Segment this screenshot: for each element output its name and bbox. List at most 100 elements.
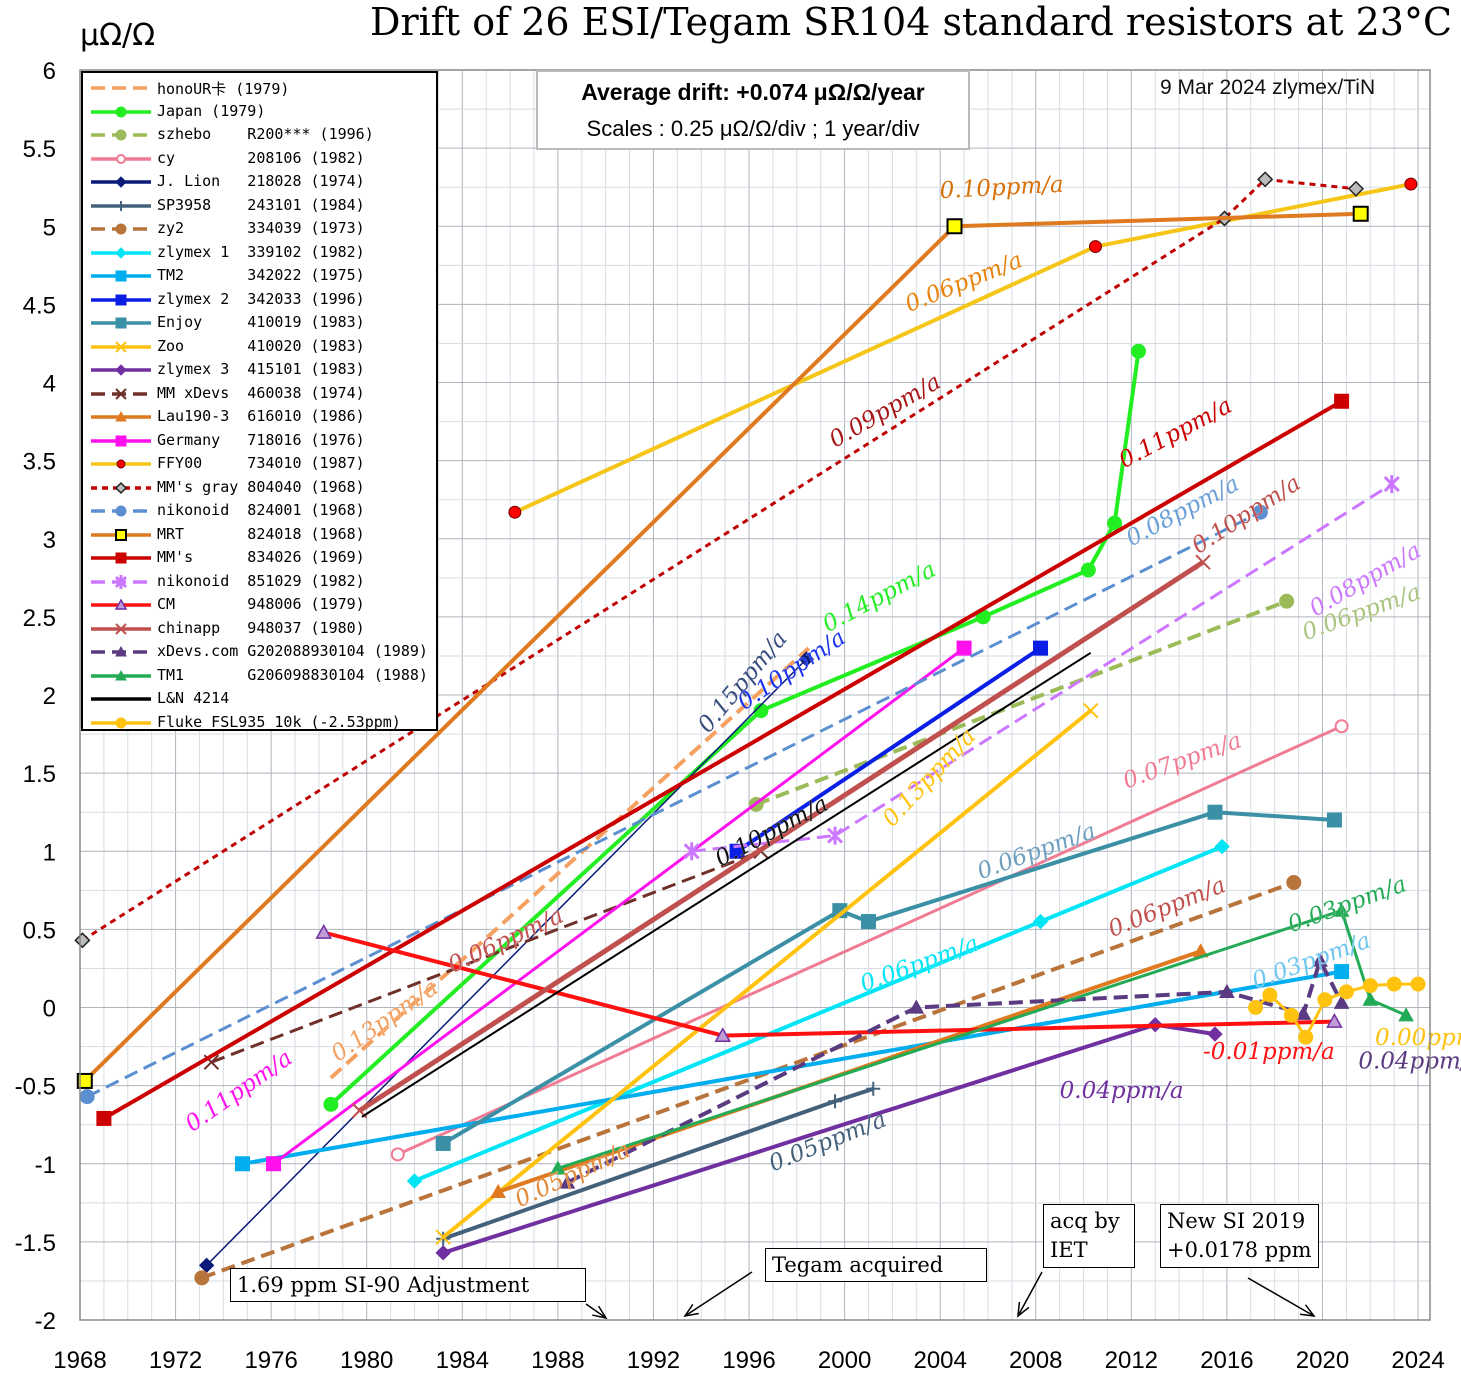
series-line bbox=[441, 709, 1092, 1239]
legend-swatch bbox=[91, 200, 151, 211]
x-tick-label: 2000 bbox=[818, 1347, 871, 1374]
data-point bbox=[406, 1173, 423, 1189]
data-point bbox=[1283, 1007, 1299, 1023]
legend-entry: Lau190-3 616010 (1986) bbox=[89, 406, 439, 428]
legend-swatch bbox=[91, 697, 151, 701]
y-tick-label: -0.5 bbox=[15, 1074, 56, 1101]
legend-entry: zlymex 3 415101 (1983) bbox=[89, 359, 439, 381]
series-honour- bbox=[329, 646, 811, 1080]
scales-box: Scales : 0.25 μΩ/Ω/div ; 1 year/div bbox=[536, 110, 970, 150]
x-tick-label: 2004 bbox=[913, 1347, 966, 1374]
series-cm bbox=[315, 923, 1343, 1042]
legend-swatch bbox=[91, 387, 151, 400]
legend-entry: MRT 824018 (1968) bbox=[89, 524, 439, 546]
legend-entry: xDevs.com G202088930104 (1989) bbox=[89, 641, 439, 663]
legend-label: MM xDevs 460038 (1974) bbox=[157, 383, 365, 402]
data-point bbox=[315, 923, 332, 939]
data-point bbox=[1334, 393, 1350, 409]
series-ffy00 bbox=[508, 177, 1418, 519]
y-tick-label: 1.5 bbox=[23, 761, 56, 788]
x-tick-label: 1988 bbox=[531, 1347, 584, 1374]
si90-note: 1.69 ppm SI-90 Adjustment bbox=[230, 1268, 586, 1302]
data-point bbox=[1333, 994, 1350, 1009]
series-fluke bbox=[1248, 976, 1426, 1045]
legend-swatch bbox=[91, 223, 151, 235]
y-tick-label: 6 bbox=[43, 58, 56, 85]
series-cy bbox=[390, 719, 1349, 1162]
legend-label: Germany 718016 (1976) bbox=[157, 430, 365, 449]
data-point bbox=[490, 1183, 506, 1198]
note-arrowhead bbox=[683, 1303, 699, 1318]
series-line bbox=[755, 599, 1288, 807]
series-line bbox=[557, 909, 1407, 1170]
legend-marker bbox=[116, 200, 126, 211]
legend-marker bbox=[115, 317, 127, 329]
x-tick-label: 1980 bbox=[340, 1347, 393, 1374]
legend-label: honoUR卡 (1979) bbox=[157, 80, 290, 98]
legend-swatch bbox=[91, 176, 151, 188]
series-enjoy bbox=[435, 804, 1342, 1151]
series-line bbox=[358, 560, 1205, 1113]
series-line bbox=[81, 177, 1357, 942]
data-point bbox=[1207, 804, 1223, 820]
data-point bbox=[828, 1094, 843, 1109]
legend-entry: szhebo R200*** (1996) bbox=[89, 124, 439, 146]
legend-swatch bbox=[91, 340, 151, 353]
legend-label: chinapp 948037 (1980) bbox=[157, 618, 365, 637]
legend-swatch bbox=[91, 505, 151, 517]
series-xdevs-com bbox=[559, 952, 1350, 1189]
legend-entry: honoUR卡 (1979) bbox=[89, 77, 439, 99]
series-tm1 bbox=[550, 902, 1414, 1175]
legend-marker bbox=[115, 364, 127, 376]
data-point bbox=[1352, 205, 1369, 222]
legend-swatch bbox=[91, 645, 151, 657]
average-drift-box: Average drift: +0.074 μΩ/Ω/year bbox=[536, 70, 970, 114]
legend-label: J. Lion 218028 (1974) bbox=[157, 172, 365, 190]
series-line bbox=[329, 646, 811, 1080]
average-drift-text: Average drift: +0.074 μΩ/Ω/year bbox=[581, 79, 925, 105]
legend-label: MM's gray 804040 (1968) bbox=[157, 477, 365, 496]
data-point bbox=[908, 999, 925, 1014]
data-point bbox=[1032, 913, 1049, 930]
data-point bbox=[390, 1147, 405, 1162]
data-point bbox=[1317, 992, 1333, 1008]
legend-swatch bbox=[91, 129, 151, 141]
x-tick-label: 1996 bbox=[722, 1347, 775, 1374]
data-point bbox=[1033, 640, 1049, 656]
legend-label: Enjoy 410019 (1983) bbox=[157, 313, 365, 331]
legend-swatch bbox=[91, 246, 151, 259]
legend-label: cy 208106 (1982) bbox=[157, 148, 365, 167]
data-point bbox=[1398, 1007, 1414, 1022]
scales-text: Scales : 0.25 μΩ/Ω/div ; 1 year/div bbox=[586, 116, 920, 141]
y-tick-label: 5.5 bbox=[23, 136, 56, 163]
data-point bbox=[714, 1027, 732, 1042]
rate-label: -0.01ppm/a bbox=[1203, 1039, 1335, 1065]
series-line bbox=[361, 651, 1092, 1118]
legend-label: Fluke FSL935 10k (-2.53ppm) bbox=[157, 712, 401, 731]
rate-label: 0.04ppm/a bbox=[1358, 1048, 1461, 1074]
tegam-note: Tegam acquired bbox=[765, 1248, 987, 1282]
legend-swatch bbox=[91, 481, 151, 494]
data-point bbox=[1279, 593, 1295, 609]
data-point bbox=[323, 1096, 339, 1112]
legend-swatch bbox=[91, 669, 151, 680]
note-arrowhead bbox=[1300, 1304, 1316, 1317]
legend-entry: zlymex 1 339102 (1982) bbox=[89, 242, 439, 264]
data-point bbox=[1214, 838, 1230, 855]
series-mrt bbox=[76, 205, 1369, 1089]
data-point bbox=[866, 1081, 881, 1096]
data-point bbox=[1298, 1029, 1314, 1045]
data-point bbox=[1386, 976, 1402, 992]
series-line bbox=[329, 351, 1141, 1106]
data-point bbox=[946, 218, 963, 235]
legend-entry: Fluke FSL935 10k (-2.53ppm) bbox=[89, 712, 439, 734]
series-line bbox=[86, 510, 1262, 1098]
legend-marker bbox=[115, 106, 127, 117]
legend-marker bbox=[115, 176, 127, 188]
legend-swatch bbox=[91, 622, 151, 635]
series-nikonoid bbox=[79, 504, 1268, 1105]
data-point bbox=[1295, 1005, 1312, 1020]
data-point bbox=[559, 1174, 576, 1189]
data-point bbox=[860, 914, 876, 930]
legend-entry: cy 208106 (1982) bbox=[89, 148, 439, 170]
